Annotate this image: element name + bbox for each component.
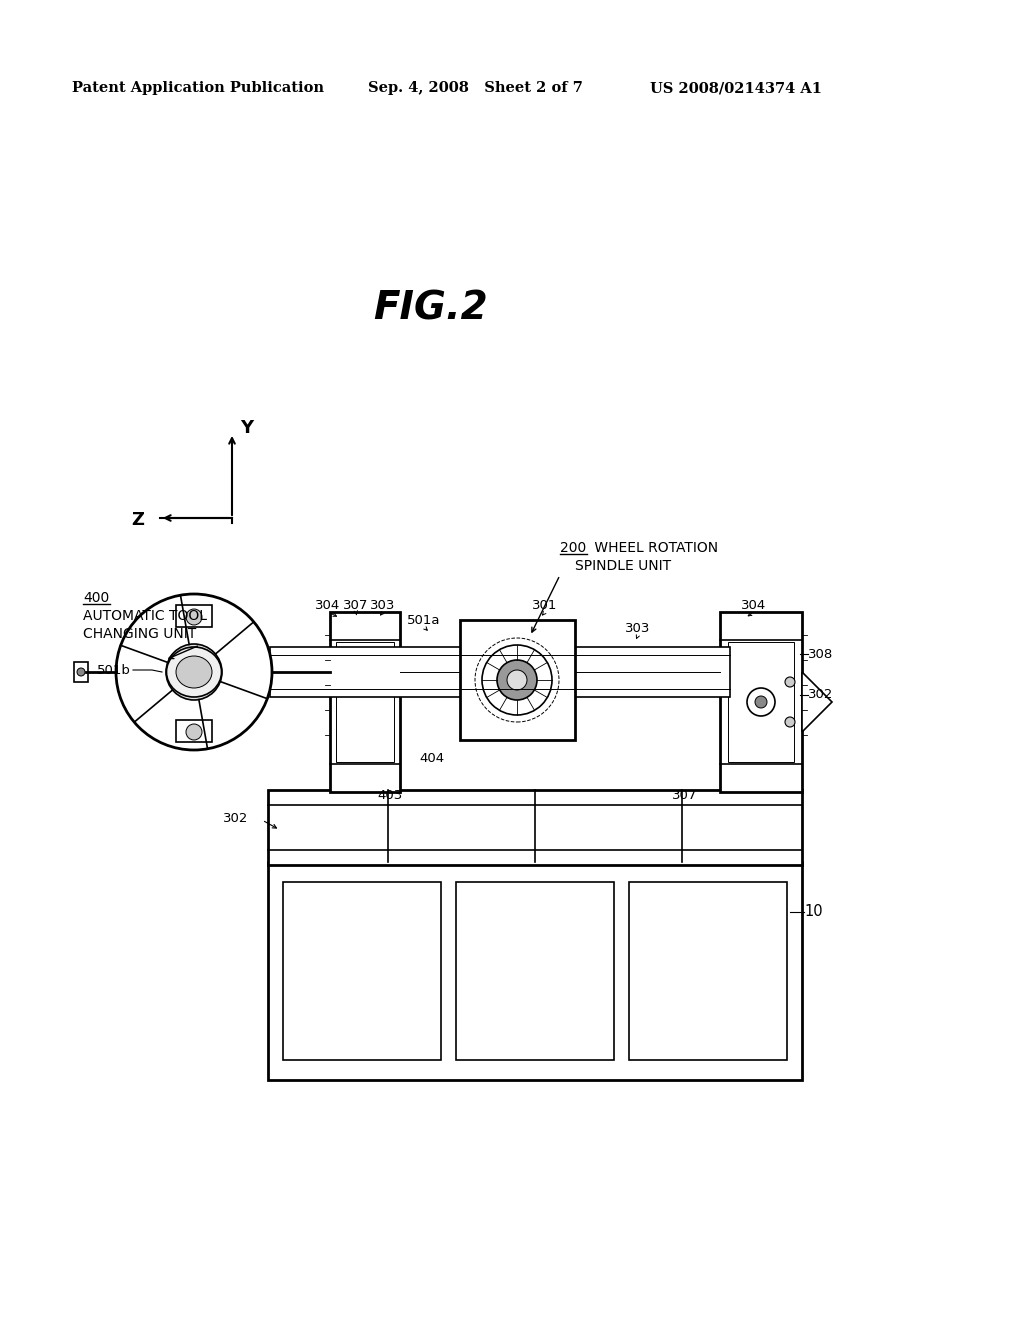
Text: 307: 307	[673, 789, 697, 803]
Circle shape	[785, 717, 795, 727]
Text: 302: 302	[222, 812, 248, 825]
Text: 302: 302	[808, 689, 834, 701]
Bar	[336, 642, 394, 762]
Circle shape	[186, 723, 202, 741]
Bar	[629, 882, 787, 1060]
Text: 308: 308	[808, 648, 834, 660]
Polygon shape	[802, 672, 831, 733]
Bar	[176, 719, 212, 742]
Circle shape	[77, 668, 85, 676]
Text: 501a: 501a	[408, 614, 440, 627]
Circle shape	[497, 660, 537, 700]
Circle shape	[186, 609, 202, 624]
Circle shape	[746, 688, 775, 715]
Text: Sep. 4, 2008   Sheet 2 of 7: Sep. 4, 2008 Sheet 2 of 7	[368, 81, 583, 95]
Text: 304: 304	[315, 599, 341, 612]
Bar	[176, 605, 212, 627]
Bar	[74, 663, 88, 682]
Bar	[268, 862, 802, 1080]
Text: WHEEL ROTATION: WHEEL ROTATION	[590, 541, 718, 554]
Text: 303: 303	[626, 622, 650, 635]
Circle shape	[166, 644, 222, 700]
Text: 307: 307	[343, 599, 369, 612]
Circle shape	[755, 696, 767, 708]
Bar	[460, 620, 575, 741]
Text: 304: 304	[741, 599, 767, 612]
Text: Z: Z	[131, 511, 144, 529]
Bar	[268, 789, 802, 865]
Bar	[456, 882, 614, 1060]
Text: Y: Y	[240, 418, 253, 437]
Text: FIG.2: FIG.2	[373, 289, 487, 327]
Text: Patent Application Publication: Patent Application Publication	[72, 81, 324, 95]
Bar	[283, 882, 441, 1060]
Ellipse shape	[176, 656, 212, 688]
Circle shape	[482, 645, 552, 715]
Text: 10: 10	[804, 904, 822, 920]
Text: 400: 400	[83, 591, 110, 605]
Bar	[728, 642, 794, 762]
Bar	[270, 647, 730, 697]
Text: AUTOMATIC TOOL: AUTOMATIC TOOL	[83, 609, 207, 623]
Text: 404: 404	[420, 752, 444, 766]
Circle shape	[180, 657, 208, 686]
Bar	[720, 612, 802, 792]
Text: 303: 303	[371, 599, 395, 612]
Text: 501b: 501b	[97, 664, 131, 676]
Circle shape	[507, 671, 527, 690]
Text: 301: 301	[532, 599, 558, 612]
Bar	[330, 612, 400, 792]
Text: CHANGING UNIT: CHANGING UNIT	[83, 627, 197, 642]
Text: US 2008/0214374 A1: US 2008/0214374 A1	[650, 81, 822, 95]
Text: 200: 200	[560, 541, 587, 554]
Ellipse shape	[167, 647, 221, 697]
Text: SPINDLE UNIT: SPINDLE UNIT	[575, 558, 671, 573]
Circle shape	[785, 677, 795, 686]
Circle shape	[116, 594, 272, 750]
Text: 403: 403	[378, 789, 402, 803]
